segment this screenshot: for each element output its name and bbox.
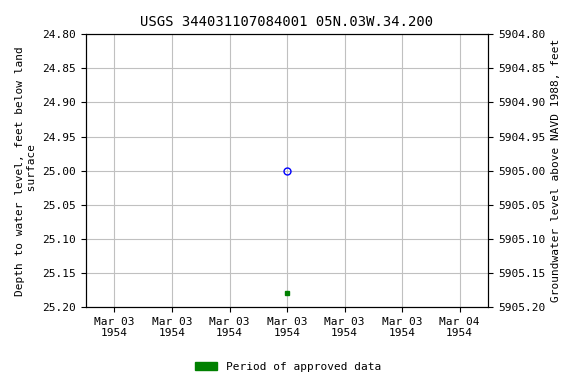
Legend: Period of approved data: Period of approved data <box>191 358 385 377</box>
Y-axis label: Depth to water level, feet below land
 surface: Depth to water level, feet below land su… <box>15 46 37 296</box>
Y-axis label: Groundwater level above NAVD 1988, feet: Groundwater level above NAVD 1988, feet <box>551 39 561 302</box>
Title: USGS 344031107084001 05N.03W.34.200: USGS 344031107084001 05N.03W.34.200 <box>141 15 434 29</box>
